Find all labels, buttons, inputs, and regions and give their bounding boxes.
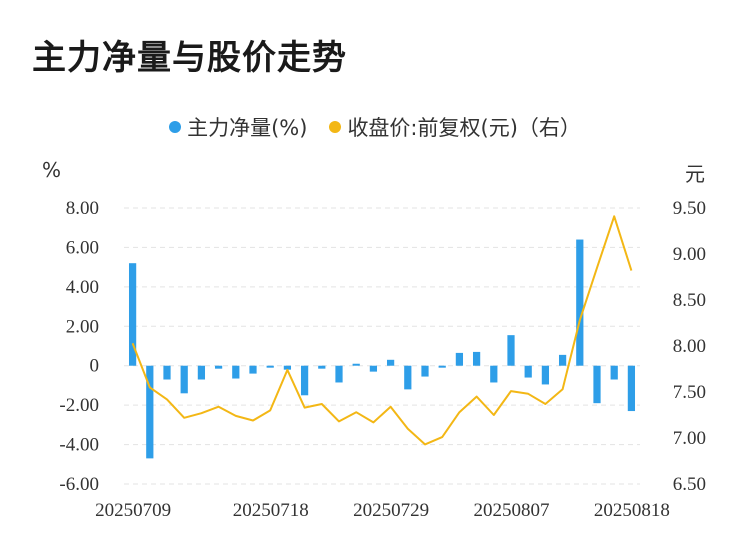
bar-mark — [576, 239, 584, 366]
x-tick-label: 20250818 — [594, 500, 670, 521]
bar-mark — [352, 363, 360, 366]
bar-mark — [593, 365, 601, 404]
left-axis-unit: % — [42, 158, 62, 182]
legend-label-net-volume: 主力净量(%) — [187, 116, 308, 140]
legend-label-close-price: 收盘价:前复权(元)（右） — [347, 116, 581, 140]
bar-mark — [180, 365, 188, 394]
bar-mark — [386, 359, 395, 366]
bar-mark — [335, 365, 343, 383]
bar-mark — [266, 365, 274, 368]
legend: 主力净量(%) 收盘价:前复权(元)（右） — [0, 112, 750, 142]
bar-mark — [128, 263, 137, 366]
bar-mark — [300, 365, 309, 396]
bar-mark — [421, 365, 429, 377]
y-right-tick-label: 8.00 — [673, 336, 706, 357]
x-tick-label: 20250709 — [95, 500, 171, 521]
bar-mark — [197, 365, 206, 380]
y-right-tick-label: 7.00 — [673, 428, 706, 449]
bar-mark — [146, 365, 154, 459]
y-left-tick-label: 4.00 — [66, 277, 99, 298]
bar-mark — [214, 365, 223, 369]
bar-mark — [404, 365, 412, 390]
legend-item-close-price[interactable]: 收盘价:前复权(元)（右） — [329, 112, 581, 142]
chart-title: 主力净量与股价走势 — [32, 38, 347, 78]
y-left-tick-label: 0 — [90, 356, 100, 377]
y-left-tick-label: 6.00 — [66, 237, 99, 258]
price-line — [131, 215, 633, 446]
bar-mark — [232, 365, 240, 379]
bar-series-marker-icon — [169, 121, 182, 133]
x-tick-label: 20250718 — [233, 500, 309, 521]
bar-mark — [163, 365, 171, 380]
y-right-tick-label: 7.50 — [673, 382, 706, 403]
bar-mark — [524, 365, 532, 378]
y-right-tick-label: 8.50 — [673, 290, 706, 311]
y-right-tick-label: 9.50 — [673, 198, 706, 219]
bar-mark — [438, 365, 446, 368]
y-right-tick-label: 9.00 — [673, 244, 706, 265]
y-right-tick-label: 6.50 — [673, 474, 706, 495]
line-series-marker-icon — [329, 121, 342, 133]
legend-item-net-volume[interactable]: 主力净量(%) — [169, 112, 307, 142]
bar-mark — [472, 351, 481, 366]
bar-mark — [507, 335, 515, 366]
bar-mark — [490, 365, 498, 383]
bar-mark — [541, 365, 550, 385]
x-tick-label: 20250729 — [353, 500, 429, 521]
y-left-tick-label: -2.00 — [59, 395, 99, 416]
bar-mark — [318, 365, 326, 369]
y-left-tick-label: 2.00 — [66, 316, 99, 337]
x-tick-label: 20250807 — [474, 500, 550, 521]
y-left-tick-label: -6.00 — [59, 474, 99, 495]
bar-mark — [283, 365, 292, 370]
bar-mark — [455, 352, 464, 366]
bar-mark — [558, 354, 567, 366]
right-axis-unit: 元 — [685, 162, 705, 186]
y-left-tick-label: -4.00 — [59, 435, 99, 456]
bar-mark — [627, 365, 636, 412]
bar-mark — [369, 365, 378, 372]
bar-mark — [249, 365, 257, 374]
y-left-tick-label: 8.00 — [66, 198, 99, 219]
bar-mark — [610, 365, 618, 380]
